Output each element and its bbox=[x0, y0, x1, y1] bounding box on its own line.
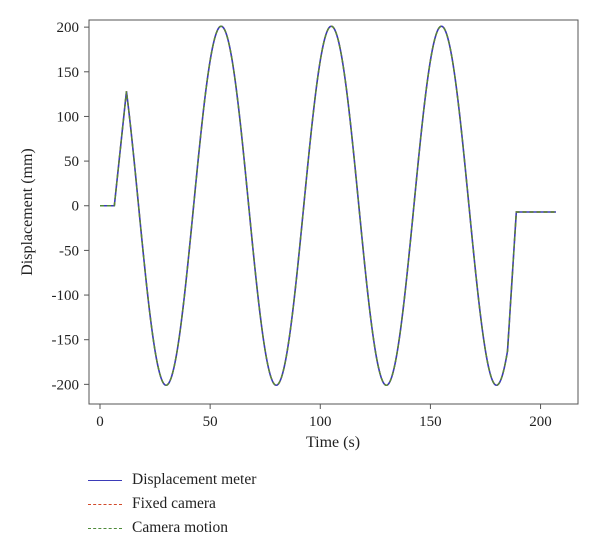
legend-swatch-camera-motion bbox=[88, 527, 122, 529]
y-tick-label: 150 bbox=[57, 65, 80, 81]
x-tick-label: 200 bbox=[529, 414, 552, 430]
y-tick-label: -100 bbox=[52, 288, 80, 304]
x-tick-label: 100 bbox=[309, 414, 332, 430]
x-axis: 0 50 100 150 200 bbox=[96, 404, 552, 430]
plot-area-frame bbox=[88, 19, 579, 405]
legend-swatch-displacement-meter bbox=[88, 479, 122, 481]
y-tick-label: -150 bbox=[52, 333, 80, 349]
legend-label: Camera motion bbox=[132, 519, 228, 536]
x-tick-label: 150 bbox=[419, 414, 442, 430]
series-line-camera-motion bbox=[100, 25, 556, 386]
legend-item-fixed-camera: Fixed camera bbox=[88, 492, 256, 516]
legend-item-camera-motion: Camera motion bbox=[88, 516, 256, 540]
chart: -200 -150 -100 -50 0 50 100 150 200 0 50 100 150 200… bbox=[19, 19, 579, 451]
legend-item-displacement-meter: Displacement meter bbox=[88, 468, 256, 492]
y-axis: -200 -150 -100 -50 0 50 100 150 200 bbox=[52, 20, 89, 393]
legend-label: Displacement meter bbox=[132, 471, 257, 488]
series-layer bbox=[100, 25, 556, 387]
series-line-displacement-meter bbox=[100, 25, 556, 387]
y-tick-label: 50 bbox=[64, 154, 79, 170]
legend: Displacement meter Fixed camera Camera m… bbox=[88, 468, 256, 540]
x-axis-label: Time (s) bbox=[306, 434, 360, 451]
x-tick-label: 50 bbox=[203, 414, 218, 430]
series-line-fixed-camera bbox=[100, 25, 556, 386]
y-tick-label: 200 bbox=[57, 20, 80, 36]
y-tick-label: 100 bbox=[57, 109, 80, 125]
legend-swatch-fixed-camera bbox=[88, 503, 122, 505]
y-tick-label: -200 bbox=[52, 377, 80, 393]
y-tick-label: -50 bbox=[59, 243, 79, 259]
y-tick-label: 0 bbox=[72, 199, 80, 215]
y-axis-label: Displacement (mm) bbox=[19, 148, 36, 276]
x-tick-label: 0 bbox=[96, 414, 104, 430]
legend-label: Fixed camera bbox=[132, 495, 216, 512]
